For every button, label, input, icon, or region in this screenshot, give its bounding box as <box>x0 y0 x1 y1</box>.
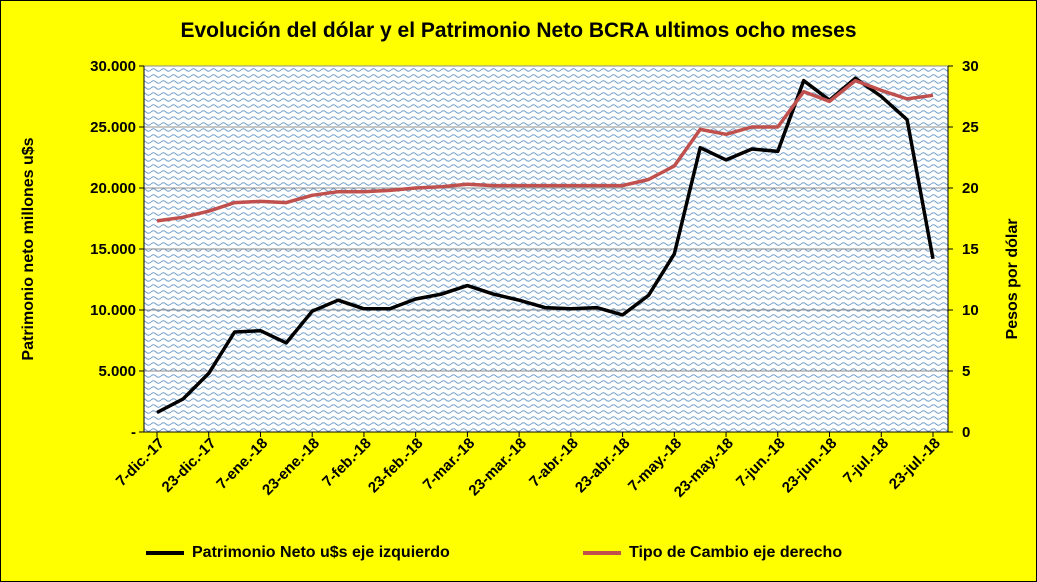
axis-labels: Patrimonio neto millones u$s Pesos por d… <box>20 137 1021 360</box>
series-line-1 <box>156 78 934 223</box>
legend-label-patrimonio: Patrimonio Neto u$s eje izquierdo <box>192 544 450 561</box>
y-tick-left: 20.000 <box>90 180 136 197</box>
y-tick-right: 25 <box>962 119 979 136</box>
grid-lines <box>144 65 948 372</box>
y-tick-left: 30.000 <box>90 58 136 75</box>
y-tick-right: 30 <box>962 58 979 75</box>
legend-label-tipo-cambio: Tipo de Cambio eje derecho <box>629 544 843 561</box>
legend-swatch-red <box>583 551 621 555</box>
x-tick-label: 23-abr.-18 <box>572 435 634 497</box>
y-tick-left: 5.000 <box>98 363 136 380</box>
x-tick-label: 23-feb.-18 <box>365 435 427 497</box>
y-axis-right-label: Pesos por dólar <box>1004 219 1021 340</box>
y-tick-right: 5 <box>962 363 970 380</box>
x-tick-label: 23-jun.-18 <box>779 435 841 497</box>
x-tick-label: 23-jul.-18 <box>886 435 944 493</box>
y-tick-right: 20 <box>962 180 979 197</box>
y-tick-right: 15 <box>962 241 979 258</box>
series-layer <box>156 76 935 415</box>
chart-title: Evolución del dólar y el Patrimonio Neto… <box>180 19 857 42</box>
y-tick-left: 15.000 <box>90 241 136 258</box>
y-tick-left: 10.000 <box>90 302 136 319</box>
legend-item-patrimonio: Patrimonio Neto u$s eje izquierdo <box>146 544 450 562</box>
y-tick-left: - <box>131 424 136 441</box>
y-tick-right: 0 <box>962 424 970 441</box>
legend-swatch-black <box>146 551 184 555</box>
series-line-0 <box>156 76 935 415</box>
legend-item-tipo-cambio: Tipo de Cambio eje derecho <box>583 544 842 562</box>
y-tick-left: 25.000 <box>90 119 136 136</box>
x-tick-label: 7-jul.-18 <box>840 435 892 487</box>
x-tick-label: 23-dic.-17 <box>159 435 220 496</box>
y-axis-left-label: Patrimonio neto millones u$s <box>20 137 37 360</box>
y-tick-right: 10 <box>962 302 979 319</box>
